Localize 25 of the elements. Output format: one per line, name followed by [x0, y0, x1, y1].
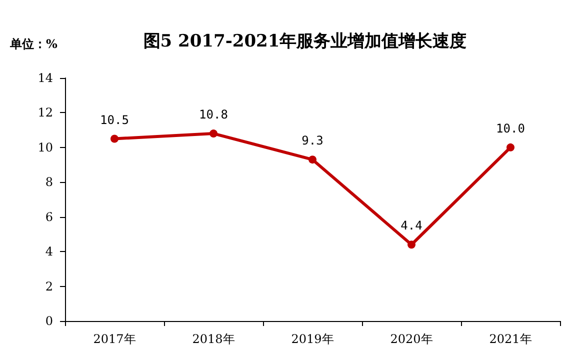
text: 9.3 — [302, 134, 324, 148]
x-tick-label: 2021年 — [489, 332, 532, 346]
point — [210, 130, 218, 138]
chart-title: 图5 2017-2021年服务业增加值增长速度 — [143, 32, 467, 52]
x-tick-label: 2018年 — [192, 332, 235, 346]
x-tick-label: 2020年 — [390, 332, 433, 346]
y-tick-label: 0 — [45, 314, 53, 328]
y-tick-label: 4 — [45, 244, 54, 259]
point — [308, 156, 316, 164]
text: 10.0 — [496, 121, 525, 136]
text: 4.4 — [400, 218, 422, 233]
y-tick-label: 8 — [45, 175, 53, 190]
x-tick-label: 2019年 — [291, 332, 334, 346]
y-tick-label: 14 — [38, 71, 54, 85]
point — [408, 240, 416, 249]
y-axis-title: 单位：% — [9, 37, 58, 51]
point — [506, 143, 514, 152]
text: 10.8 — [199, 108, 228, 122]
x-tick-label: 2017年 — [93, 332, 136, 346]
point — [110, 134, 118, 143]
y-tick-label: 6 — [45, 210, 53, 224]
y-tick-label: 2 — [45, 279, 53, 294]
text: 10.5 — [100, 112, 129, 127]
y-tick-label: 10 — [38, 140, 53, 154]
y-tick-label: 12 — [38, 106, 53, 120]
